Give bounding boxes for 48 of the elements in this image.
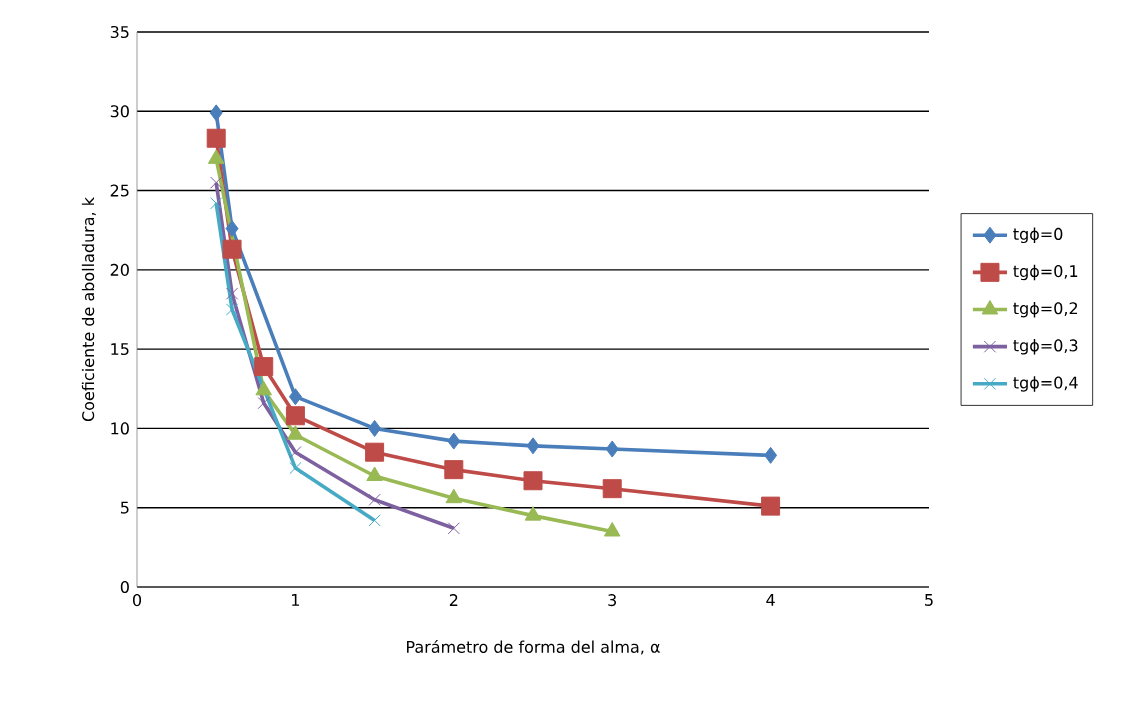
y-tick-label: 30 — [110, 105, 129, 118]
point — [447, 432, 461, 450]
point — [526, 437, 540, 455]
point — [365, 442, 385, 462]
point — [285, 406, 305, 426]
y-tick-label: 15 — [111, 343, 129, 356]
x-tick-label: 0 — [132, 594, 142, 607]
y-tick-label: 35 — [110, 25, 129, 39]
x-tick-label: 4 — [766, 594, 775, 606]
legend-label: tgϕ=0,3 — [1013, 339, 1078, 355]
point — [605, 440, 619, 458]
point — [222, 239, 242, 259]
point — [254, 357, 274, 377]
point — [602, 479, 622, 499]
point — [289, 461, 302, 475]
y-tick-label: 25 — [110, 184, 129, 197]
legend-label: tgϕ=0 — [1013, 227, 1063, 244]
point — [764, 446, 778, 464]
y-tick-label: 20 — [110, 263, 129, 276]
point — [210, 197, 223, 210]
legend-label: tgϕ=0,4 — [1013, 376, 1078, 392]
point — [225, 303, 239, 316]
point — [368, 493, 381, 506]
point — [447, 522, 460, 535]
point — [257, 396, 270, 410]
point — [368, 419, 382, 437]
legend-label: tgϕ=0,1 — [1013, 264, 1078, 281]
point — [523, 471, 543, 491]
y-axis-title: Coeficiente de abolladura, k — [81, 197, 96, 422]
legend-label: tgϕ=0,2 — [1013, 301, 1078, 318]
x-tick-label: 1 — [292, 594, 300, 606]
point — [444, 460, 464, 480]
y-tick-label: 5 — [120, 501, 129, 514]
point — [225, 220, 239, 238]
x-tick-label: 5 — [925, 594, 933, 606]
point — [289, 446, 302, 459]
y-tick-label: 10 — [111, 422, 129, 435]
point — [209, 104, 223, 122]
x-axis-title: Parámetro de forma del alma, α — [407, 639, 660, 655]
point — [288, 388, 302, 406]
x-tick-label: 2 — [449, 594, 458, 606]
point — [210, 176, 223, 189]
point — [368, 514, 381, 527]
y-tick-label: 0 — [120, 580, 129, 594]
point — [225, 287, 239, 300]
point — [206, 128, 226, 148]
point — [761, 496, 781, 516]
x-tick-label: 3 — [608, 594, 617, 607]
